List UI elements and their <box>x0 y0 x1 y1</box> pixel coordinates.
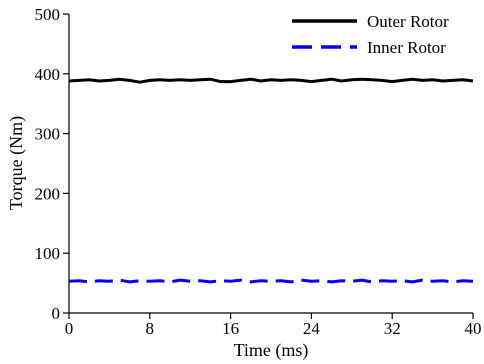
y-ticks: 0 100 200 300 400 500 <box>35 5 69 323</box>
x-tick-label: 8 <box>146 319 155 338</box>
x-tick-label: 32 <box>384 319 401 338</box>
y-tick-label: 0 <box>52 304 61 323</box>
x-tick-label: 16 <box>222 319 239 338</box>
x-ticks: 0 8 16 24 32 40 <box>65 313 482 338</box>
x-tick-label: 0 <box>65 319 74 338</box>
y-tick-label: 400 <box>35 65 61 84</box>
y-tick-label: 100 <box>35 244 61 263</box>
y-axis-title: Torque (Nm) <box>6 116 27 210</box>
x-tick-label: 24 <box>303 319 321 338</box>
y-tick-label: 200 <box>35 184 61 203</box>
x-tick-label: 40 <box>465 319 482 338</box>
y-tick-label: 500 <box>35 5 61 24</box>
series-layer <box>68 77 474 284</box>
x-axis-title: Time (ms) <box>234 340 309 361</box>
series-line-outer-rotor <box>68 77 474 84</box>
legend: Outer Rotor Inner Rotor <box>292 12 449 57</box>
y-tick-label: 300 <box>35 125 61 144</box>
legend-label-outer-rotor: Outer Rotor <box>367 12 449 31</box>
legend-label-inner-rotor: Inner Rotor <box>367 38 446 57</box>
plot-frame <box>68 14 473 314</box>
series-line-inner-rotor <box>68 278 474 284</box>
